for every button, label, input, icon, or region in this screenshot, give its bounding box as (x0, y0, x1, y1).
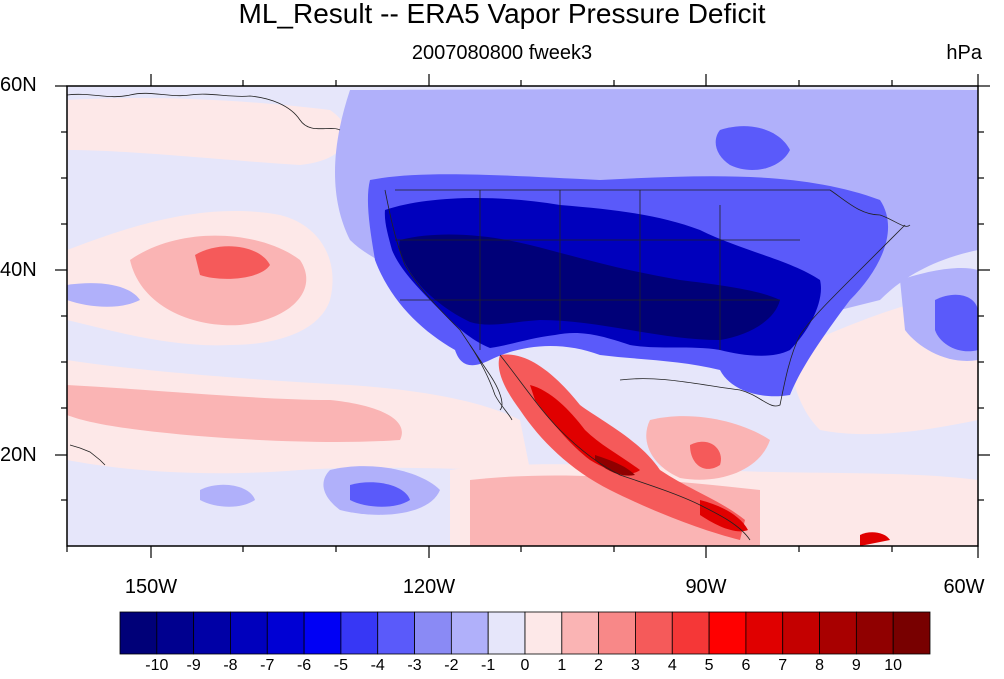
colorbar-tick-label: -7 (260, 657, 275, 674)
colorbar-tick-label: 10 (884, 657, 903, 674)
units-label: hPa (946, 42, 982, 64)
lon-label-150w: 150W (124, 576, 178, 598)
colorbar-swatch (892, 611, 931, 655)
colorbar-swatch (561, 611, 600, 655)
lon-label-60w: 60W (943, 576, 985, 598)
map-title: ML_Result -- ERA5 Vapor Pressure Deficit (238, 0, 766, 29)
colorbar-swatch (745, 611, 784, 655)
colorbar-swatch (230, 611, 268, 655)
colorbar-swatch (708, 611, 747, 655)
colorbar-tick-label: 9 (851, 657, 861, 674)
colorbar-swatch (524, 611, 563, 655)
colorbar-tick-label: 3 (631, 657, 640, 674)
colorbar-tick-label: 6 (741, 657, 751, 674)
lat-ticks (55, 85, 990, 501)
colorbar-tick-label: -10 (145, 657, 169, 674)
lat-label-20n: 20N (0, 444, 37, 466)
colorbar-tick-label: -6 (296, 657, 312, 674)
colorbar (119, 611, 931, 655)
contour-fill-neg10 (399, 234, 780, 340)
colorbar-tick-label: -1 (481, 657, 496, 674)
lat-label-60n: 60N (0, 74, 37, 96)
colorbar-swatch (266, 611, 305, 655)
map-subtitle: 2007080800 fweek3 (411, 42, 593, 64)
colorbar-swatch (487, 611, 526, 655)
colorbar-swatch (377, 611, 415, 655)
colorbar-tick-label: -2 (444, 657, 459, 674)
contour-fill-5to8 (530, 385, 890, 546)
colorbar-tick-label: 8 (815, 657, 824, 674)
colorbar-swatch (119, 611, 158, 655)
colorbar-tick-label: -5 (333, 657, 349, 674)
colorbar-tick-label: 5 (704, 657, 714, 674)
colorbar-swatch (156, 611, 195, 655)
colorbar-swatch (450, 611, 489, 655)
colorbar-swatch (819, 611, 857, 655)
colorbar-tick-label: 0 (520, 657, 530, 674)
colorbar-tick-label: 2 (594, 657, 604, 674)
colorbar-tick-label: 7 (778, 657, 788, 674)
contour-fill-gt9 (595, 455, 635, 476)
lon-ticks (66, 74, 979, 558)
colorbar-swatch (193, 611, 231, 655)
colorbar-tick-label: -9 (186, 657, 201, 674)
map-plot-area (67, 86, 978, 546)
colorbar-tick-label: 4 (667, 657, 677, 674)
colorbar-swatch (414, 611, 452, 655)
coastlines (67, 92, 911, 541)
colorbar-swatch (340, 611, 379, 655)
colorbar-tick-label: -4 (370, 657, 385, 674)
colorbar-swatch (598, 611, 636, 655)
colorbar-swatch (303, 611, 342, 655)
contour-fill-2to4 (195, 246, 745, 540)
colorbar-tick-label: 1 (557, 657, 567, 674)
colorbar-tick-label: -8 (223, 657, 238, 674)
lat-label-40n: 40N (0, 259, 37, 281)
colorbar-swatch (782, 611, 820, 655)
colorbar-tick-label: -3 (407, 657, 422, 674)
colorbar-swatch (671, 611, 710, 655)
lon-label-90w: 90W (685, 576, 727, 598)
colorbar-swatch (635, 611, 673, 655)
colorbar-swatch (855, 611, 894, 655)
lon-label-120w: 120W (402, 576, 456, 598)
